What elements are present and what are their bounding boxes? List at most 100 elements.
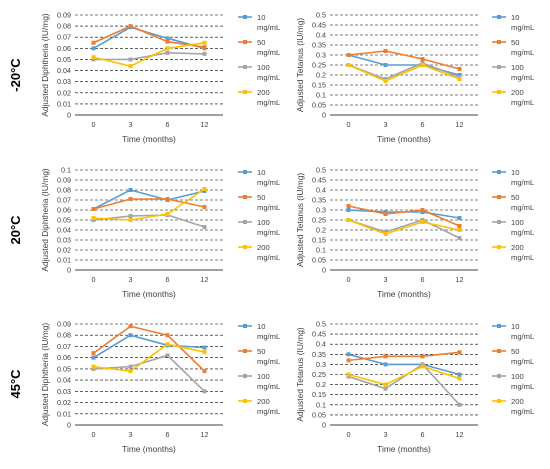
legend-swatch-marker [497,170,501,174]
y-tick-label: 0.35 [312,196,326,205]
data-point-marker [165,39,170,44]
data-point-marker [457,216,462,220]
data-point-marker [165,353,170,358]
y-tick-label: 0.06 [57,206,71,215]
data-point-marker [202,205,207,209]
y-tick-label: 0 [67,421,71,430]
x-tick-label: 12 [201,120,209,129]
legend-swatch-marker [243,399,247,403]
legend-swatch-marker [497,399,501,403]
legend-label-unit: mg/mL [257,203,280,212]
data-point-marker [165,46,170,51]
data-point-marker [91,364,96,369]
legend-label-unit: mg/mL [511,73,534,82]
chart-panel: 00.050.10.150.20.250.30.350.40.450.50 3 6 1… [295,11,534,145]
data-point-marker [202,389,207,394]
y-tick-label: 0.05 [312,256,326,265]
data-point-marker [202,350,207,355]
series-line [348,219,460,235]
y-tick-label: 0.25 [312,216,326,225]
legend-swatch-marker [243,90,247,94]
chart-panel: 00.050.10.150.20.250.30.350.40.450.50 3 6 1… [295,166,534,300]
y-tick-label: 0.45 [312,21,326,30]
legend-swatch-marker [243,245,247,249]
legend-label-unit: mg/mL [511,382,534,391]
legend-label-unit: mg/mL [257,407,280,416]
data-point-marker [128,324,133,329]
y-tick-label: 0.5 [316,11,326,20]
data-point-marker [91,207,96,211]
y-tick-label: 0.03 [57,77,71,86]
y-tick-label: 0.08 [57,186,71,195]
x-tick-label: 3 [384,275,388,284]
legend-swatch-marker [497,220,501,224]
legend-label-unit: mg/mL [257,253,280,262]
data-point-marker [420,362,425,367]
legend-swatch-marker [497,349,501,353]
x-tick-label: 6 [421,430,425,439]
data-point-marker [128,64,133,69]
data-point-marker [165,36,170,41]
data-point-marker [202,51,207,56]
series-line [348,219,460,239]
data-point-marker [383,386,388,391]
series-line [348,365,460,386]
legend-swatch-marker [497,374,501,378]
data-point-marker [420,57,425,61]
y-tick-label: 0.07 [57,196,71,205]
data-point-marker [128,364,133,369]
legend-label-unit: mg/mL [257,178,280,187]
legend-label-unit: mg/mL [511,98,534,107]
y-tick-label: 0.06 [57,353,71,362]
data-point-marker [457,376,462,381]
legend-swatch-marker [497,90,501,94]
legend-label: 10 [257,168,265,177]
y-tick-label: 0.1 [61,166,71,175]
legend-label-unit: mg/mL [257,382,280,391]
chart-panel: 0 0.01 0.02 0.03 0.04 0.05 0.06 0.07 0.08 0.09 0 3 6… [40,11,280,145]
x-tick-label: 12 [456,430,464,439]
y-tick-label: 0.01 [57,256,71,265]
data-point-marker [346,372,351,377]
data-point-marker [128,333,133,338]
legend-label: 200 [257,243,270,252]
x-tick-label: 3 [384,120,388,129]
y-tick-label: 0.01 [57,409,71,418]
legend-swatch-marker [497,65,501,69]
data-point-marker [346,358,351,363]
y-tick-label: 0.07 [57,33,71,42]
data-point-marker [457,402,462,407]
data-point-marker [202,45,207,50]
y-tick-label: 0.25 [312,370,326,379]
y-tick-label: 0.45 [312,330,326,339]
legend-label: 10 [511,13,519,22]
data-point-marker [91,216,96,220]
series-line [93,354,206,392]
y-tick-label: 0.08 [57,22,71,31]
y-tick-label: 0.09 [57,176,71,185]
series-line [93,214,205,228]
series-line [348,50,460,70]
data-point-marker [128,218,133,222]
data-point-marker [457,77,462,81]
legend-label: 50 [257,347,265,356]
series-line [93,325,206,372]
x-tick-label: 0 [92,120,96,129]
y-tick-label: 0 [322,111,326,120]
data-point-marker [128,197,133,201]
legend-label: 10 [511,168,519,177]
y-tick-label: 0.35 [312,350,326,359]
legend-label: 50 [511,347,519,356]
legend-swatch-marker [243,195,247,199]
data-point-marker [91,366,96,371]
y-tick-label: 0.5 [316,320,326,329]
y-tick-label: 0.15 [312,390,326,399]
y-tick-label: 0.05 [312,101,326,110]
y-tick-label: 0.06 [57,44,71,53]
series-line [348,353,460,376]
y-tick-label: 0.3 [316,206,326,215]
legend-label-unit: mg/mL [257,357,280,366]
data-point-marker [202,345,207,350]
y-tick-label: 0.25 [312,61,326,70]
